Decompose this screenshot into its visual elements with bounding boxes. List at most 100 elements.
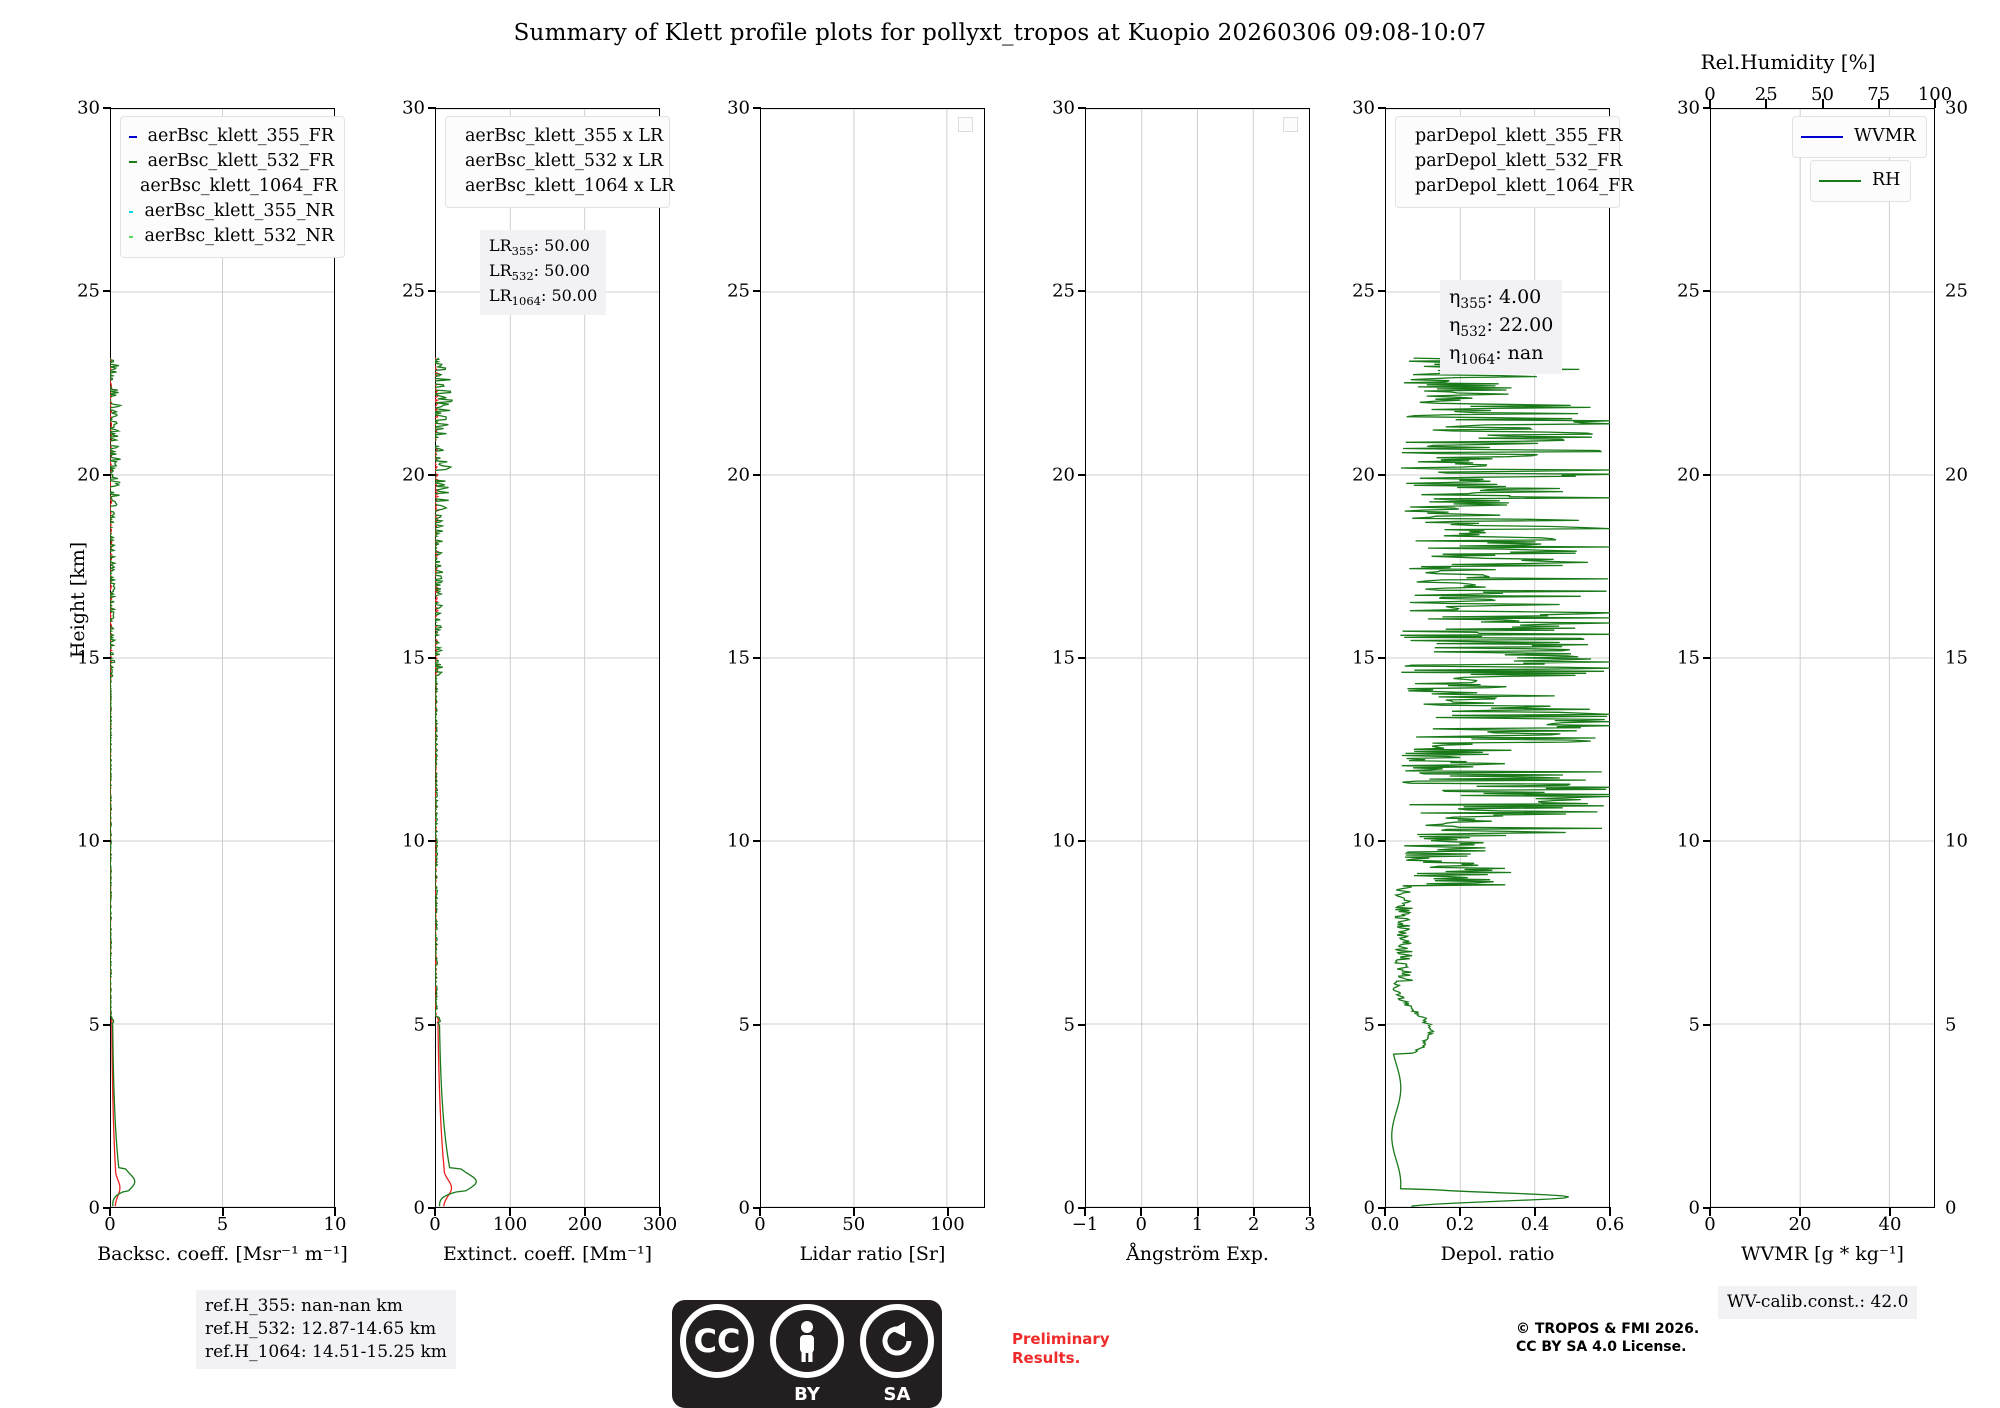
legend-item[interactable]: aerBsc_klett_355_FR [129, 124, 334, 149]
y-tick-label: 10 [1677, 830, 1700, 852]
legend-swatch-icon [1819, 179, 1861, 182]
legend-item[interactable]: WVMR [1801, 124, 1916, 149]
y-tick-mark [1703, 1023, 1711, 1026]
panel-lidar-ratio [760, 108, 985, 1208]
legend-depol-ratio[interactable]: parDepol_klett_355_FR parDepol_klett_532_… [1395, 116, 1633, 208]
y-tick-mark [1078, 473, 1086, 476]
curves-angstrom [1085, 0, 1310, 1360]
top-tick-label: 50 [1811, 84, 1834, 105]
y-tick-label-right: 25 [1945, 280, 1968, 302]
x-tick-mark [1196, 1207, 1199, 1216]
y-tick-mark [428, 657, 436, 659]
y-tick-label: 20 [77, 464, 100, 486]
y-tick-mark [103, 290, 111, 293]
preliminary-line-1: Preliminary [1012, 1330, 1110, 1348]
legend-item[interactable]: parDepol_klett_355_FR [1404, 124, 1622, 149]
y-tick-mark [1703, 840, 1711, 843]
legend-label: parDepol_klett_1064_FR [1415, 176, 1634, 197]
curves-depol-ratio [1391, 357, 1610, 1207]
legend-item[interactable]: parDepol_klett_532_FR [1404, 149, 1622, 174]
y-tick-label: 25 [1677, 280, 1700, 302]
cc-by-icon [770, 1304, 844, 1378]
y-tick-label: 5 [1363, 1014, 1375, 1036]
empty-legend-box[interactable] [958, 117, 973, 132]
top-tick-mark [1934, 99, 1936, 108]
legend-item[interactable]: aerBsc_klett_355_NR [129, 199, 334, 224]
legend-wvmr[interactable]: WVMR [1792, 116, 1927, 158]
top-tick-label: 0 [1704, 84, 1716, 105]
legend-label: RH [1872, 170, 1901, 191]
legend-swatch-icon [129, 210, 134, 213]
y-tick-mark [1378, 657, 1386, 659]
y-tick-mark [428, 1023, 436, 1026]
x-axis-label-backscatter: Backsc. coeff. [Msr⁻¹ m⁻¹] [97, 1243, 348, 1265]
x-tick-mark [1140, 1207, 1143, 1216]
legend-item[interactable]: aerBsc_klett_1064 x LR [454, 174, 674, 199]
top-tick-mark [1877, 99, 1880, 108]
legend-label: aerBsc_klett_355_FR [147, 126, 334, 147]
plot-area-wvmr [1711, 109, 1934, 1207]
x-tick-mark [109, 1207, 111, 1216]
y-tick-label: 30 [77, 97, 100, 119]
x-tick-label: 1 [1191, 1214, 1204, 1235]
x-tick-label: 2 [1248, 1214, 1260, 1235]
legend-item[interactable]: aerBsc_klett_355 x LR [454, 124, 663, 149]
figure-canvas: Summary of Klett profile plots for polly… [67, 0, 1968, 1408]
copyright-line-1: © TROPOS & FMI 2026. [1516, 1321, 1700, 1337]
y-tick-mark [103, 107, 111, 109]
x-axis-label-extinction: Extinct. coeff. [Mm⁻¹] [442, 1243, 653, 1265]
cc-by-label: BY [794, 1384, 820, 1405]
y-tick-mark [1078, 1207, 1086, 1209]
top-tick-label: 25 [1754, 84, 1778, 105]
legend-item[interactable]: aerBsc_klett_532_FR [129, 149, 334, 174]
y-tick-label-right: 0 [1945, 1197, 1957, 1219]
y-tick-label: 0 [1363, 1197, 1375, 1219]
y-tick-label: 30 [1677, 97, 1700, 119]
info-box-extinction: LR355: 50.00 LR532: 50.00 LR1064: 50.00 [480, 230, 607, 316]
x-tick-label: 20 [1788, 1214, 1812, 1235]
cc-sa-icon [860, 1304, 934, 1378]
y-tick-mark [428, 840, 436, 843]
x-tick-label: 0.2 [1445, 1214, 1475, 1235]
refh-footnote: ref.H_355: nan-nan km ref.H_532: 12.87-1… [196, 1290, 456, 1370]
empty-legend-box[interactable] [1283, 117, 1298, 132]
legend-item[interactable]: aerBsc_klett_532 x LR [454, 149, 663, 174]
top-tick-mark [1765, 99, 1768, 108]
legend-item[interactable]: aerBsc_klett_532_NR [129, 224, 334, 249]
legend-item[interactable]: parDepol_klett_1064_FR [1404, 174, 1633, 199]
legend-item[interactable]: RH [1819, 168, 1900, 193]
legend-label: aerBsc_klett_1064_FR [140, 176, 338, 197]
refh-line-1064: ref.H_1064: 14.51-15.25 km [205, 1342, 447, 1363]
y-tick-mark [753, 473, 761, 476]
x-tick-mark [1534, 1207, 1536, 1216]
info-line: η355: 4.00 [1449, 286, 1542, 312]
y-tick-label: 30 [1052, 97, 1075, 119]
y-tick-label: 20 [1677, 464, 1700, 486]
x-tick-label: 0.4 [1520, 1214, 1550, 1235]
x-tick-label: 3 [1304, 1214, 1316, 1235]
x-tick-label: 100 [492, 1214, 528, 1235]
legend-extinction[interactable]: aerBsc_klett_355 x LR aerBsc_klett_532 x … [445, 116, 674, 208]
y-tick-mark [753, 1023, 761, 1026]
legend-item[interactable]: aerBsc_klett_1064_FR [129, 174, 338, 199]
x-tick-mark [584, 1207, 586, 1216]
y-tick-label: 20 [1352, 464, 1375, 486]
x-tick-mark [946, 1207, 949, 1216]
plot-area-lidar-ratio [761, 109, 984, 1207]
legend-wvmr-rh[interactable]: RH [1810, 160, 1912, 202]
info-box-depol-ratio: η355: 4.00 η532: 22.00 η1064: nan [1440, 280, 1563, 374]
x-tick-label: 0.0 [1370, 1214, 1400, 1235]
plot-area-backscatter [111, 109, 334, 1207]
legend-label: aerBsc_klett_532_FR [147, 151, 334, 172]
y-tick-label: 0 [413, 1197, 425, 1219]
x-tick-label: 0.6 [1595, 1214, 1625, 1235]
x-tick-label: 0 [754, 1214, 766, 1235]
y-tick-label: 20 [727, 464, 750, 486]
info-line: η1064: nan [1449, 341, 1544, 368]
x-tick-mark [1609, 1207, 1611, 1216]
info-line: LR532: 50.00 [489, 261, 590, 284]
y-tick-label-right: 15 [1945, 647, 1968, 669]
x-tick-label: 0 [104, 1214, 116, 1235]
x-tick-mark [1709, 1207, 1711, 1216]
